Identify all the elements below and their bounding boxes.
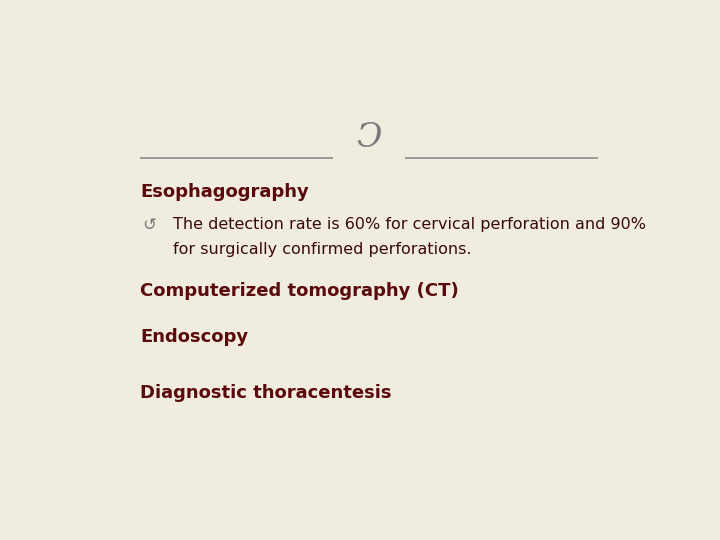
Text: Diagnostic thoracentesis: Diagnostic thoracentesis xyxy=(140,384,392,402)
Text: The detection rate is 60% for cervical perforation and 90%: The detection rate is 60% for cervical p… xyxy=(173,218,646,232)
Text: Ↄ: Ↄ xyxy=(356,122,382,154)
Text: for surgically confirmed perforations.: for surgically confirmed perforations. xyxy=(173,242,471,258)
Text: Computerized tomography (CT): Computerized tomography (CT) xyxy=(140,282,459,300)
Text: Endoscopy: Endoscopy xyxy=(140,328,248,346)
Text: Esophagography: Esophagography xyxy=(140,183,309,201)
Text: ↺: ↺ xyxy=(142,216,156,234)
